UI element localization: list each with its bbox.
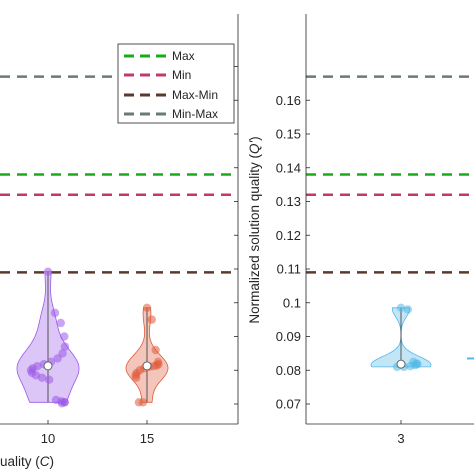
right-yaxis-label-close: ) <box>247 136 262 141</box>
left-10-point <box>37 373 47 382</box>
left-10-point <box>60 332 69 341</box>
left-panel: 10 15 <box>0 14 239 446</box>
legend-box <box>117 43 235 124</box>
right-ytick-label: 0.08 <box>276 363 301 378</box>
left-10-median-marker <box>43 361 53 371</box>
left-xtick-label: 10 <box>41 431 55 446</box>
right-3-point <box>403 305 412 314</box>
right-ytick-label: 0.14 <box>276 160 301 175</box>
right-xtick-label: 3 <box>397 431 404 446</box>
left-15-point <box>132 373 141 382</box>
right-ytick-label: 0.15 <box>276 127 301 142</box>
left-xaxis-label: uality (C) <box>0 454 54 469</box>
left-15-point <box>151 345 160 355</box>
left-xaxis-label-symbol: C <box>40 454 50 469</box>
legend-label-min-max: Min-Max <box>172 107 218 121</box>
left-10-point <box>56 318 65 328</box>
left-10-point <box>44 375 54 384</box>
legend-label-max: Max <box>172 49 195 63</box>
legend-label-min: Min <box>172 68 191 82</box>
left-xaxis-label-text: uality ( <box>0 454 40 469</box>
right-ytick-label: 0.16 <box>276 93 301 108</box>
left-10-point <box>50 308 60 318</box>
right-ytick-label: 0.13 <box>276 194 301 209</box>
left-15-point <box>138 398 148 407</box>
right-3-point <box>406 362 415 371</box>
left-10-point <box>53 354 62 363</box>
right-yaxis-label: Normalized solution quality (Q') <box>247 136 262 323</box>
left-xtick-label: 15 <box>140 431 154 446</box>
right-ytick-label: 0.09 <box>276 329 301 344</box>
legend-label-max-min: Max-Min <box>172 88 218 102</box>
right-3-point <box>396 303 406 313</box>
left-15-point <box>147 315 156 324</box>
right-ytick-label: 0.07 <box>276 397 301 412</box>
left-15-point <box>142 303 152 313</box>
right-panel: 0.07 0.08 0.09 0.1 0.11 0.12 0.13 0.14 0.15 0.16 3 <box>276 14 474 446</box>
left-10-point <box>57 399 67 408</box>
right-ytick-label: 0.11 <box>277 262 301 277</box>
right-ytick-label: 0.1 <box>283 295 301 310</box>
legend: Max Min Max-Min Min-Max <box>117 43 235 124</box>
left-xaxis-label-close: ) <box>50 454 55 469</box>
right-yaxis-label-symbol: Q' <box>247 140 262 154</box>
right-yaxis-label-text: Normalized solution quality ( <box>247 153 262 323</box>
left-10-point <box>43 267 53 276</box>
left-15-median-marker <box>142 361 152 371</box>
right-ytick-label: 0.12 <box>276 228 301 243</box>
left-10-point <box>60 342 70 351</box>
right-3-median-marker <box>396 359 406 369</box>
